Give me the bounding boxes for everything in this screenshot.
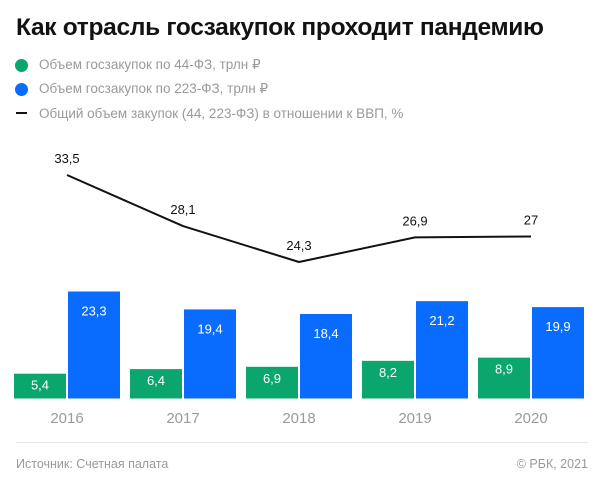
- bar-label-223fz-2016: 23,3: [81, 304, 106, 319]
- bar-44fz-2017: [130, 369, 182, 399]
- legend-label: Объем госзакупок по 44-ФЗ, трлн ₽: [39, 57, 261, 72]
- line-label-2016: 33,5: [54, 151, 79, 166]
- legend-item-223fz: Объем госзакупок по 223-ФЗ, трлн ₽: [14, 77, 403, 101]
- bar-label-223fz-2020: 19,9: [545, 319, 570, 334]
- line-label-2018: 24,3: [286, 238, 311, 253]
- bar-44fz-2018: [246, 366, 298, 399]
- bar-label-223fz-2017: 19,4: [197, 321, 222, 336]
- gdp-share-line: [66, 174, 532, 263]
- bar-44fz-2019: [362, 360, 414, 399]
- legend-item-44fz: Объем госзакупок по 44-ФЗ, трлн ₽: [14, 53, 403, 77]
- x-tick-label-2017: 2017: [166, 410, 199, 427]
- line-label-2020: 27: [524, 212, 538, 227]
- legend-item-gdp-share: Общий объем закупок (44, 223-ФЗ) в отнош…: [14, 101, 403, 125]
- green-dot-icon: [15, 58, 28, 72]
- copyright: © РБК, 2021: [516, 457, 588, 471]
- x-tick-label-2020: 2020: [514, 410, 547, 427]
- bar-223fz-2020: [532, 307, 584, 399]
- bar-44fz-2016: [14, 373, 66, 399]
- line-label-2017: 28,1: [170, 202, 195, 217]
- bar-label-44fz-2018: 6,9: [263, 371, 281, 386]
- blue-dot-icon: [15, 82, 28, 96]
- legend: Объем госзакупок по 44-ФЗ, трлн ₽ Объем …: [14, 53, 403, 125]
- x-tick-label-2016: 2016: [50, 410, 83, 427]
- x-tick-label-2018: 2018: [282, 410, 315, 427]
- bar-label-44fz-2016: 5,4: [31, 378, 49, 393]
- bar-223fz-2016: [68, 291, 120, 399]
- chart-title: Как отрасль госзакупок проходит пандемию: [16, 14, 544, 41]
- bar-label-44fz-2017: 6,4: [147, 373, 165, 388]
- footer-divider: [16, 442, 588, 443]
- bar-label-223fz-2018: 18,4: [313, 326, 338, 341]
- line-dash-icon: [16, 112, 27, 114]
- x-tick-label-2019: 2019: [398, 410, 431, 427]
- bar-223fz-2017: [184, 309, 236, 399]
- source-note: Источник: Счетная палата: [16, 457, 169, 471]
- legend-label: Общий объем закупок (44, 223-ФЗ) в отнош…: [39, 105, 404, 121]
- bar-44fz-2020: [478, 357, 530, 399]
- bar-223fz-2019: [416, 301, 468, 399]
- bar-label-44fz-2019: 8,2: [379, 365, 397, 380]
- line-label-2019: 26,9: [402, 213, 427, 228]
- bar-223fz-2018: [300, 314, 352, 399]
- legend-label: Объем госзакупок по 223-ФЗ, трлн ₽: [39, 81, 269, 96]
- bar-label-44fz-2020: 8,9: [495, 362, 513, 377]
- chart-plot: 5,4 23,3 2016 6,4 19,4 2017 6,9 18,4 2018 8,2 21,2…: [14, 151, 584, 427]
- bar-label-223fz-2019: 21,2: [429, 313, 454, 328]
